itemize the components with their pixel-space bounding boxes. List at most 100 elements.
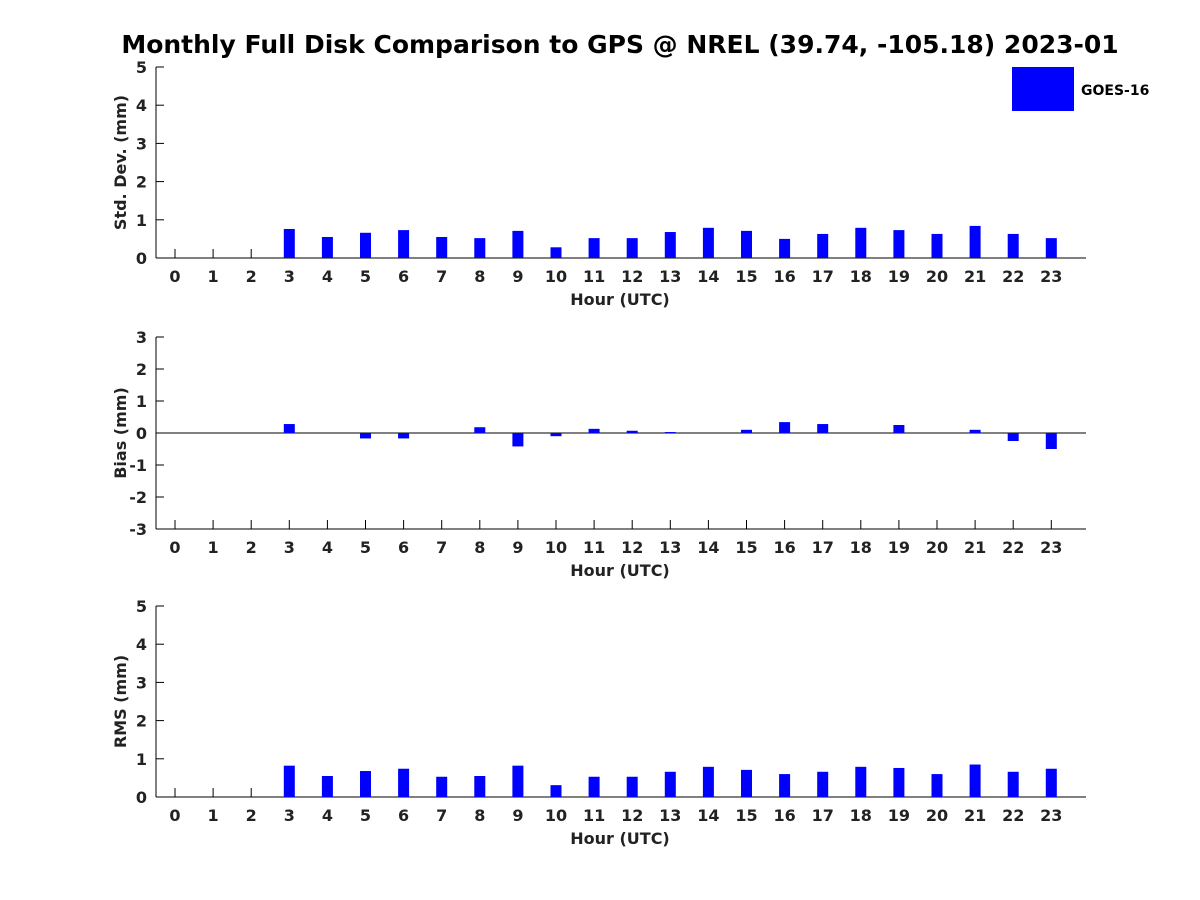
x-tick-label: 7 [436,538,447,557]
bar-hour-16 [779,422,791,433]
x-tick-label: 0 [169,267,180,286]
x-tick-label: 19 [888,806,910,825]
x-tick-label: 21 [964,267,986,286]
x-tick-label: 6 [398,806,409,825]
bar-hour-9 [512,230,524,258]
x-tick-label: 12 [621,267,643,286]
x-tick-label: 11 [583,538,605,557]
x-tick-label: 17 [812,267,834,286]
chart-title: Monthly Full Disk Comparison to GPS @ NR… [121,30,1119,59]
x-tick-label: 9 [512,806,523,825]
bar-hour-12 [626,776,638,797]
x-tick-label: 16 [773,806,795,825]
y-axis-label: Std. Dev. (mm) [111,95,130,230]
x-tick-label: 17 [812,538,834,557]
x-tick-label: 2 [246,538,257,557]
bar-hour-5 [360,232,371,258]
x-tick-label: 2 [246,267,257,286]
bar-hour-13 [664,432,676,433]
y-tick-label: 2 [136,360,147,379]
bar-hour-23 [1045,768,1057,797]
bar-hour-15 [741,429,752,433]
x-tick-label: 18 [850,267,872,286]
x-tick-label: 5 [360,267,371,286]
x-tick-label: 14 [697,806,719,825]
bar-hour-23 [1045,433,1057,449]
x-tick-label: 8 [474,806,485,825]
y-tick-label: 3 [136,134,147,153]
x-tick-label: 22 [1002,538,1024,557]
bar-hour-22 [1007,233,1019,258]
bar-hour-4 [321,775,333,797]
x-tick-label: 8 [474,267,485,286]
bar-hour-5 [360,433,371,439]
bar-hour-16 [779,238,791,258]
x-tick-label: 15 [735,538,757,557]
bar-hour-20 [931,774,943,797]
x-tick-label: 2 [246,806,257,825]
y-tick-label: 5 [136,58,147,77]
bar-hour-10 [550,785,562,797]
y-tick-label: -3 [129,520,147,539]
x-tick-label: 18 [850,538,872,557]
legend-swatch [1012,67,1074,111]
bar-hour-15 [741,230,752,258]
y-tick-label: -2 [129,488,147,507]
y-tick-label: 0 [136,788,147,807]
x-tick-label: 0 [169,806,180,825]
bar-hour-11 [588,428,600,433]
bar-hour-9 [512,433,524,447]
x-tick-label: 1 [208,806,219,825]
bar-hour-15 [741,769,752,797]
bar-hour-21 [969,429,981,433]
bar-hour-10 [550,247,562,258]
bar-hour-3 [283,228,295,258]
bar-hour-10 [550,433,562,437]
x-tick-label: 1 [208,538,219,557]
bar-hour-6 [398,230,410,258]
x-tick-label: 11 [583,806,605,825]
bar-hour-20 [931,233,943,258]
x-tick-label: 21 [964,538,986,557]
y-tick-label: 1 [136,392,147,411]
bar-hour-6 [398,768,410,797]
x-tick-label: 3 [284,267,295,286]
y-tick-label: 4 [136,96,147,115]
x-tick-label: 4 [322,806,333,825]
bar-hour-12 [626,238,638,258]
x-tick-label: 5 [360,538,371,557]
x-tick-label: 15 [735,806,757,825]
y-tick-label: 0 [136,424,147,443]
bar-hour-11 [588,238,600,258]
bar-hour-18 [855,766,867,797]
x-axis-label: Hour (UTC) [570,290,670,309]
x-tick-label: 9 [512,267,523,286]
bar-hour-13 [664,771,676,797]
y-tick-label: 2 [136,712,147,731]
y-axis-label: Bias (mm) [111,387,130,479]
bar-hour-13 [664,232,676,258]
bar-hour-8 [474,775,486,797]
y-tick-label: 1 [136,211,147,230]
x-tick-label: 22 [1002,806,1024,825]
x-tick-label: 15 [735,267,757,286]
x-tick-label: 9 [512,538,523,557]
x-tick-label: 4 [322,538,333,557]
bar-hour-22 [1007,771,1019,797]
x-tick-label: 1 [208,267,219,286]
bar-hour-8 [474,427,486,433]
y-tick-label: 3 [136,673,147,692]
y-tick-label: 0 [136,249,147,268]
bar-hour-12 [626,430,638,433]
bar-hour-19 [893,230,905,258]
bar-hour-16 [779,774,791,797]
y-tick-label: 2 [136,173,147,192]
bar-hour-5 [360,771,371,797]
x-axis-label: Hour (UTC) [570,561,670,580]
y-tick-label: 1 [136,750,147,769]
bar-hour-8 [474,238,486,258]
bar-hour-21 [969,225,981,258]
x-tick-label: 20 [926,806,948,825]
bar-hour-23 [1045,238,1057,258]
